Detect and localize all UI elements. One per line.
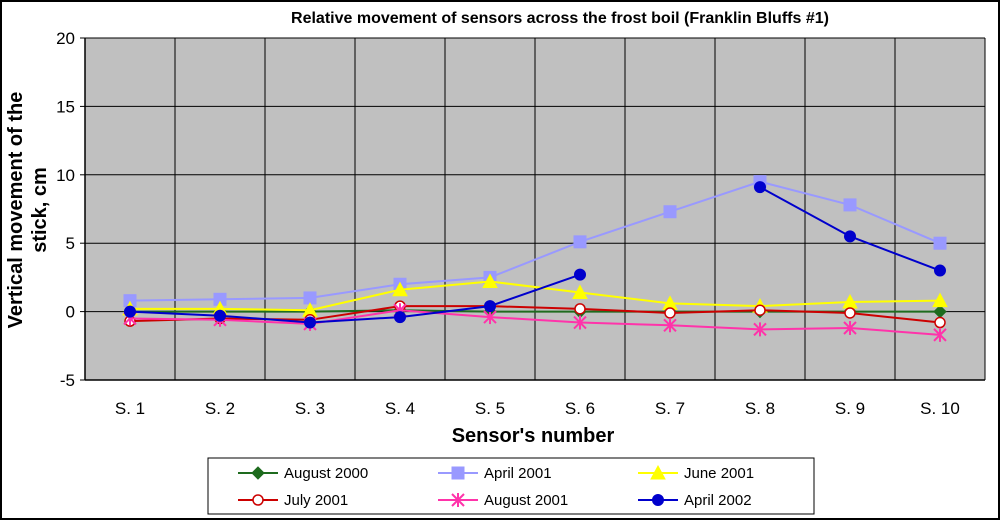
data-point (664, 307, 676, 319)
y-axis-label-line-2: stick, cm (29, 167, 51, 253)
legend-marker (252, 494, 264, 506)
legend-label: August 2000 (284, 465, 368, 482)
x-tick-label: S. 7 (655, 399, 685, 418)
chart-title: Relative movement of sensors across the … (291, 10, 829, 27)
legend: August 2000 April 2001 June 2001 July 2001 A… (207, 457, 815, 515)
x-tick-label: S. 5 (475, 399, 505, 418)
data-point (304, 316, 316, 329)
x-tick-label: S. 8 (745, 399, 775, 418)
data-point (934, 264, 946, 277)
legend-item: August 2001 (438, 492, 568, 509)
legend-label: August 2001 (484, 492, 568, 509)
data-point (303, 291, 317, 305)
x-tick-label: S. 10 (920, 399, 960, 418)
y-axis-label-line-1: Vertical movement of the (5, 92, 27, 329)
legend-label: April 2001 (484, 465, 552, 482)
data-point (844, 307, 856, 319)
x-tick-label: S. 2 (205, 399, 235, 418)
legend-marker (451, 466, 465, 480)
y-tick-label: 10 (56, 166, 75, 185)
data-point (483, 310, 497, 325)
data-point (573, 235, 587, 249)
legend-item: June 2001 (638, 464, 754, 482)
x-tick-label: S. 3 (295, 399, 325, 418)
legend-item: July 2001 (238, 492, 348, 509)
x-tick-label: S. 4 (385, 399, 415, 418)
data-point (663, 205, 677, 219)
axes: -5 0 5 10 15 20 S. 1 S. 2 S. 3 S. 4 S. 5 S. 6 S. 7 S.… (56, 29, 985, 418)
legend-label: July 2001 (284, 492, 348, 509)
data-point (573, 315, 587, 330)
data-point (574, 268, 586, 281)
data-point (843, 321, 857, 336)
x-tick-label: S. 6 (565, 399, 595, 418)
legend-marker (451, 493, 465, 507)
data-point (394, 311, 406, 324)
legend-item: April 2002 (638, 492, 752, 509)
legend-marker (251, 466, 265, 480)
legend-item: April 2001 (438, 465, 552, 482)
series-line (130, 280, 941, 312)
data-point (482, 273, 498, 289)
data-point (574, 303, 586, 315)
series-line (129, 309, 941, 336)
data-point (754, 304, 766, 316)
data-point (484, 300, 496, 313)
series-april-2001 (123, 175, 947, 308)
legend-label: April 2002 (684, 492, 752, 509)
y-tick-label: 5 (66, 234, 75, 253)
y-tick-label: 20 (56, 29, 75, 48)
legend-marker (650, 464, 666, 480)
data-point (214, 309, 226, 322)
data-point (753, 322, 767, 337)
legend-label: June 2001 (684, 465, 754, 482)
data-point (844, 230, 856, 243)
x-axis-label: Sensor's number (452, 425, 615, 447)
y-tick-label: 0 (66, 303, 75, 322)
data-point (933, 236, 947, 250)
y-tick-label: -5 (60, 371, 75, 390)
series-april-2002 (124, 181, 946, 329)
series-line (129, 180, 941, 302)
data-point (124, 305, 136, 318)
x-tick-label: S. 1 (115, 399, 145, 418)
data-point (572, 284, 588, 299)
y-tick-label: 15 (56, 97, 75, 116)
legend-marker (652, 494, 664, 506)
data-point (843, 198, 857, 212)
legend-item: August 2000 (238, 465, 368, 482)
series-line (129, 273, 581, 324)
legend-box (207, 457, 815, 515)
data-point (663, 318, 677, 333)
data-point (934, 316, 946, 329)
data-point (392, 281, 408, 297)
series-layer (122, 175, 948, 342)
x-tick-label: S. 9 (835, 399, 865, 418)
data-point (933, 327, 947, 342)
data-point (754, 181, 766, 194)
data-point (932, 292, 948, 308)
